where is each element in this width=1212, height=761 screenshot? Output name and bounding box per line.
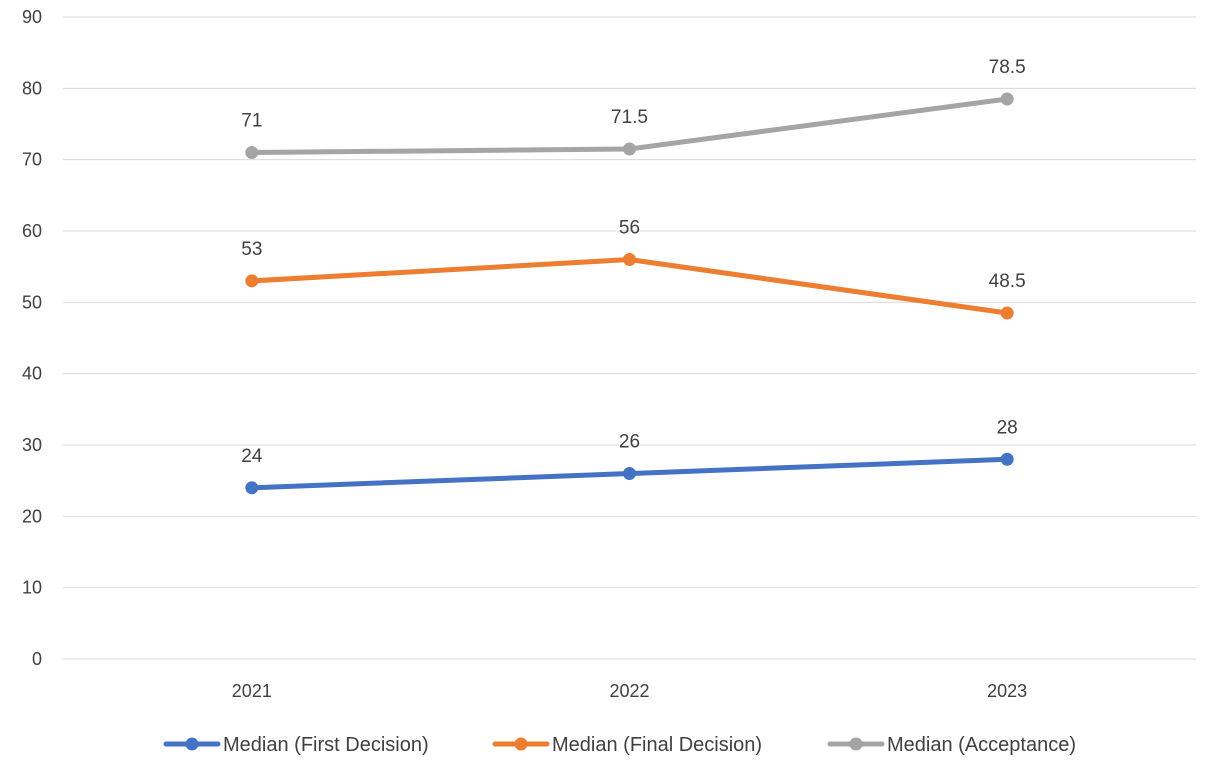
data-label: 56 <box>619 218 640 239</box>
legend-label: Median (Final Decision) <box>552 734 762 756</box>
data-label: 24 <box>241 446 263 467</box>
legend-label: Median (First Decision) <box>223 734 429 756</box>
data-point <box>623 467 636 480</box>
y-tick-label: 80 <box>22 78 42 98</box>
legend-swatch-marker <box>850 738 863 751</box>
y-tick-label: 90 <box>22 7 42 27</box>
y-tick-label: 20 <box>22 506 42 526</box>
data-point <box>245 481 258 494</box>
legend-label: Median (Acceptance) <box>887 734 1076 756</box>
y-tick-label: 70 <box>22 150 42 170</box>
data-label: 28 <box>997 417 1018 438</box>
x-tick-label: 2023 <box>987 681 1027 701</box>
y-tick-label: 50 <box>22 292 42 312</box>
y-axis: 0 10 20 30 40 50 60 70 80 90 <box>22 7 42 669</box>
data-label: 71 <box>241 111 262 132</box>
y-tick-label: 0 <box>32 649 42 669</box>
data-point <box>623 253 636 266</box>
x-axis: 2021 2022 2023 <box>232 681 1027 701</box>
y-tick-label: 60 <box>22 221 42 241</box>
x-tick-label: 2021 <box>232 681 272 701</box>
data-label: 53 <box>241 239 262 260</box>
y-tick-label: 10 <box>22 578 42 598</box>
y-tick-label: 40 <box>22 364 42 384</box>
legend-swatch-marker <box>515 738 528 751</box>
y-tick-label: 30 <box>22 435 42 455</box>
data-point <box>245 146 258 159</box>
data-label: 26 <box>619 432 640 453</box>
legend: Median (First Decision) Median (Final Dec… <box>166 734 1076 756</box>
legend-swatch-marker <box>186 738 199 751</box>
data-label: 78.5 <box>989 57 1026 78</box>
data-label: 48.5 <box>989 271 1026 292</box>
x-tick-label: 2022 <box>609 681 649 701</box>
series-line-2 <box>252 260 1007 314</box>
data-point <box>623 142 636 155</box>
data-label: 71.5 <box>611 107 648 128</box>
data-point <box>1001 93 1014 106</box>
data-point <box>1001 453 1014 466</box>
data-point <box>1001 307 1014 320</box>
data-point <box>245 274 258 287</box>
